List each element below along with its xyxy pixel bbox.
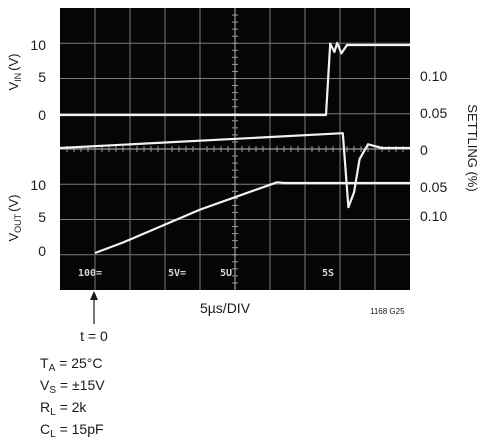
vout-axis-label: VOUT(V) — [6, 194, 23, 241]
scope-traces — [59, 41, 410, 255]
screen-readout: 5U — [220, 268, 232, 279]
t0-marker-arrowhead — [90, 291, 98, 300]
screen-readouts: 100= 5V= 5U 5S — [78, 268, 334, 279]
settling-tick-1: 0.10 — [420, 68, 447, 84]
condition-cl: CL = 15pF — [40, 421, 104, 440]
screen-readout: 5S — [322, 268, 334, 279]
t0-marker-label: t = 0 — [80, 328, 108, 344]
test-conditions: TA = 25°C VS = ±15V RL = 2k CL = 15pF — [40, 355, 105, 443]
settling-tick-4: 0.05 — [420, 179, 447, 195]
settling-axis-label: SETTLING (%) — [465, 104, 480, 191]
vin-axis-label: VIN(V) — [6, 53, 23, 90]
settling-trace — [59, 132, 410, 209]
vout-tick-10: 10 — [30, 177, 46, 193]
condition-vs: VS = ±15V — [40, 377, 105, 396]
condition-rl: RL = 2k — [40, 399, 87, 418]
screen-readout: 5V= — [168, 268, 186, 279]
scope-grid — [60, 8, 410, 290]
settling-tick-2: 0.05 — [420, 105, 447, 121]
vout-tick-0: 0 — [38, 243, 46, 259]
vin-tick-10: 10 — [30, 37, 46, 53]
screen-readout: 100= — [78, 268, 102, 279]
settling-tick-3: 0 — [420, 142, 428, 158]
vout-tick-5: 5 — [38, 209, 46, 225]
figure-id: 1168 G25 — [370, 307, 405, 316]
vin-tick-0: 0 — [38, 107, 46, 123]
vin-tick-5: 5 — [38, 69, 46, 85]
output-trace — [94, 181, 410, 255]
x-axis-label: 5µs/DIV — [200, 300, 251, 316]
settling-tick-5: 0.10 — [420, 208, 447, 224]
input-trace — [60, 41, 410, 117]
condition-ta: TA = 25°C — [40, 355, 103, 374]
